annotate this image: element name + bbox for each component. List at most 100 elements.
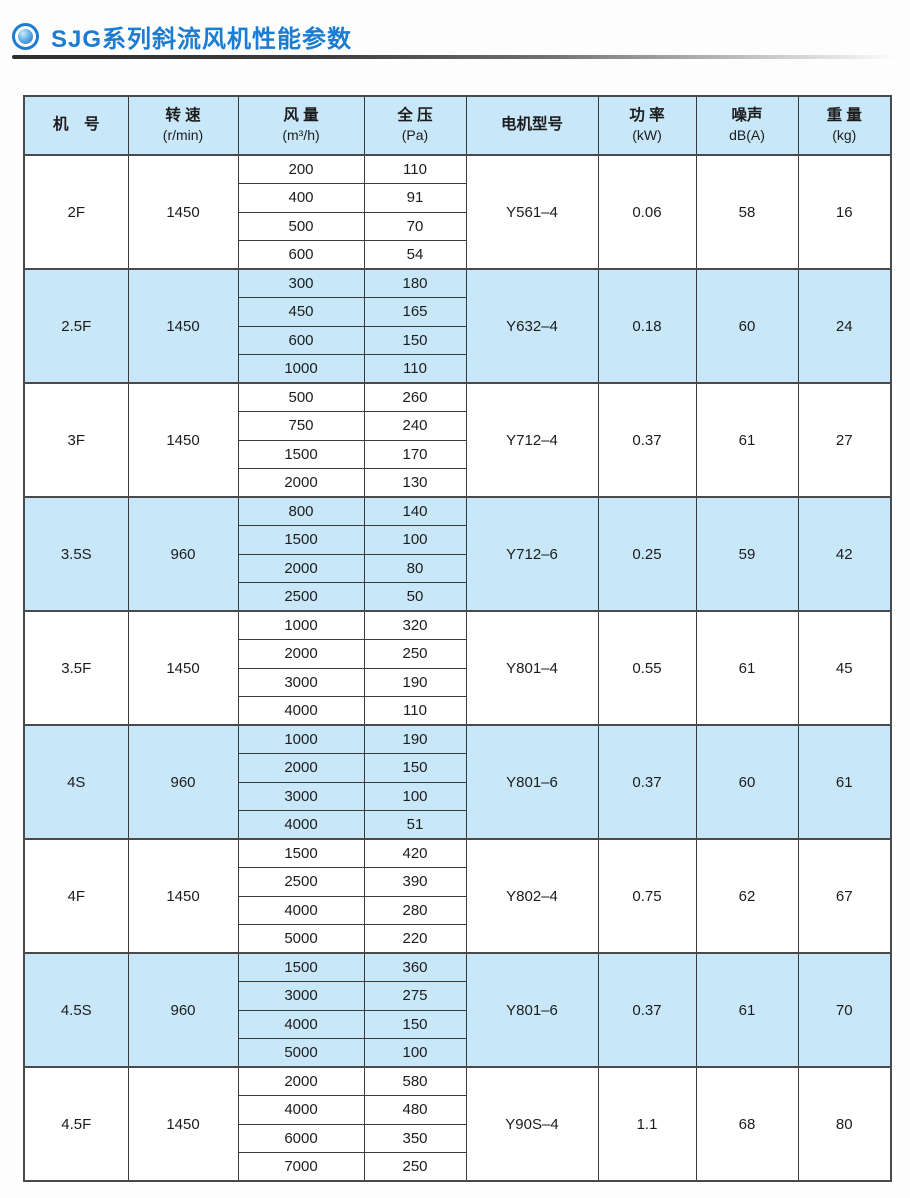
cell-power: 0.55 xyxy=(597,610,697,726)
cell-pressure: 51 xyxy=(363,810,467,840)
cell-flow: 4000 xyxy=(237,1095,365,1125)
col-header-speed: 转 速 (r/min) xyxy=(127,95,239,156)
cell-noise: 61 xyxy=(695,952,799,1068)
cell-flow: 5000 xyxy=(237,924,365,954)
cell-motor: Y801–6 xyxy=(465,724,599,840)
table-row: 3.5F 1450 1000 320 Y801–4 0.55 61 45 xyxy=(23,610,892,726)
cell-pressure: 580 xyxy=(363,1066,467,1096)
table-row: 1000 110 xyxy=(24,354,891,384)
cell-power: 0.37 xyxy=(597,724,697,840)
cell-flow: 2000 xyxy=(237,753,365,783)
cell-weight: 27 xyxy=(797,382,892,498)
cell-model: 3.5F xyxy=(23,610,129,726)
cell-model: 4S xyxy=(23,724,129,840)
cell-speed: 1450 xyxy=(127,610,239,726)
cell-pressure: 50 xyxy=(363,582,467,612)
cell-pressure: 70 xyxy=(363,211,467,241)
cell-flow: 450 xyxy=(237,297,365,327)
header-unit: (kW) xyxy=(632,127,662,144)
table-row: 1500 100 xyxy=(24,525,891,555)
bullseye-bullet-icon xyxy=(12,23,39,50)
cell-motor: Y632–4 xyxy=(465,268,599,384)
cell-pressure: 480 xyxy=(363,1095,467,1125)
cell-noise: 61 xyxy=(695,610,799,726)
cell-flow: 6000 xyxy=(237,1123,365,1153)
cell-power: 0.75 xyxy=(597,838,697,954)
cell-weight: 16 xyxy=(797,154,892,270)
cell-pressure: 320 xyxy=(363,610,467,640)
cell-noise: 60 xyxy=(695,724,799,840)
col-header-pressure: 全 压 (Pa) xyxy=(363,95,467,156)
cell-flow: 1500 xyxy=(237,439,365,469)
cell-speed: 960 xyxy=(127,952,239,1068)
cell-pressure: 170 xyxy=(363,439,467,469)
table-row: 2000 250 xyxy=(24,639,891,669)
header-label: 机 号 xyxy=(52,116,100,134)
cell-speed: 960 xyxy=(127,724,239,840)
cell-motor: Y712–6 xyxy=(465,496,599,612)
cell-motor: Y802–4 xyxy=(465,838,599,954)
cell-pressure: 91 xyxy=(363,183,467,213)
cell-flow: 500 xyxy=(237,211,365,241)
cell-pressure: 390 xyxy=(363,867,467,897)
cell-pressure: 150 xyxy=(363,325,467,355)
table-row: 600 54 xyxy=(24,240,891,270)
cell-flow: 2500 xyxy=(237,582,365,612)
table-row: 4.5F 1450 2000 580 Y90S–4 1.1 68 80 xyxy=(23,1066,892,1182)
header-unit: (Pa) xyxy=(401,127,429,144)
cell-flow: 4000 xyxy=(237,696,365,726)
cell-motor: Y801–4 xyxy=(465,610,599,726)
cell-flow: 1500 xyxy=(237,525,365,555)
col-header-flow: 风 量 (m³/h) xyxy=(237,95,365,156)
cell-pressure: 220 xyxy=(363,924,467,954)
cell-flow: 1000 xyxy=(237,610,365,640)
cell-motor: Y90S–4 xyxy=(465,1066,599,1182)
cell-power: 0.18 xyxy=(597,268,697,384)
cell-flow: 4000 xyxy=(237,810,365,840)
table-row: 2500 50 xyxy=(24,582,891,612)
cell-pressure: 110 xyxy=(363,696,467,726)
cell-flow: 2500 xyxy=(237,867,365,897)
table-row: 1500 170 xyxy=(24,439,891,469)
cell-power: 0.37 xyxy=(597,382,697,498)
cell-flow: 1000 xyxy=(237,724,365,754)
cell-power: 0.37 xyxy=(597,952,697,1068)
table-row: 2000 150 xyxy=(24,753,891,783)
col-header-noise: 噪声 dB(A) xyxy=(695,95,799,156)
cell-speed: 1450 xyxy=(127,154,239,270)
cell-noise: 61 xyxy=(695,382,799,498)
header-label: 噪声 xyxy=(731,107,763,125)
cell-flow: 2000 xyxy=(237,553,365,583)
cell-motor: Y801–6 xyxy=(465,952,599,1068)
table-row: 4000 110 xyxy=(24,696,891,726)
performance-table: 机 号 转 速 (r/min) 风 量 (m³/h) 全 压 (Pa) 电机型号… xyxy=(23,95,892,1182)
table-row: 7000 250 xyxy=(24,1152,891,1182)
cell-noise: 60 xyxy=(695,268,799,384)
header-row: 机 号 转 速 (r/min) 风 量 (m³/h) 全 压 (Pa) 电机型号… xyxy=(23,95,892,156)
table-row: 450 165 xyxy=(24,297,891,327)
cell-pressure: 360 xyxy=(363,952,467,982)
header-label: 重 量 xyxy=(826,107,862,125)
cell-speed: 1450 xyxy=(127,268,239,384)
header-unit: (m³/h) xyxy=(282,127,320,144)
cell-pressure: 130 xyxy=(363,468,467,498)
table-row: 4000 51 xyxy=(24,810,891,840)
cell-pressure: 240 xyxy=(363,411,467,441)
cell-weight: 42 xyxy=(797,496,892,612)
page-title: SJG系列斜流风机性能参数 xyxy=(51,26,353,53)
table-row: 2000 80 xyxy=(24,553,891,583)
cell-motor: Y561–4 xyxy=(465,154,599,270)
cell-pressure: 80 xyxy=(363,553,467,583)
table-header: 机 号 转 速 (r/min) 风 量 (m³/h) 全 压 (Pa) 电机型号… xyxy=(23,95,892,156)
table-row: 4000 480 xyxy=(24,1095,891,1125)
table-row: 600 150 xyxy=(24,325,891,355)
cell-flow: 3000 xyxy=(237,667,365,697)
cell-flow: 2000 xyxy=(237,639,365,669)
cell-flow: 2000 xyxy=(237,468,365,498)
cell-model: 3.5S xyxy=(23,496,129,612)
cell-flow: 1000 xyxy=(237,354,365,384)
cell-power: 1.1 xyxy=(597,1066,697,1182)
page-title-bar: SJG系列斜流风机性能参数 xyxy=(12,19,352,54)
table-row: 4.5S 960 1500 360 Y801–6 0.37 61 70 xyxy=(23,952,892,1068)
